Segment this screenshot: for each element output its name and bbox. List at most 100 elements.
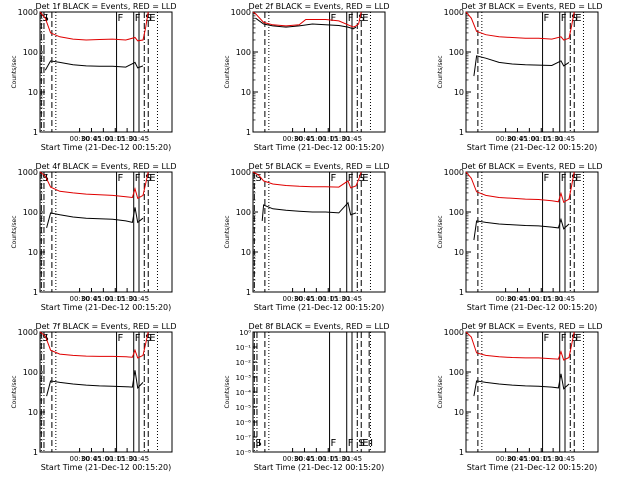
y-tick-label: 1000 xyxy=(18,8,38,17)
x-tick-label: 01:00 xyxy=(519,455,539,463)
event-marker-label: F xyxy=(561,333,567,344)
x-axis-label: Start Time (21-Dec-12 00:15:20) xyxy=(254,303,385,312)
event-marker-label: S xyxy=(145,333,151,344)
y-tick-label: 10 xyxy=(241,88,251,97)
x-tick-label: 01:15 xyxy=(105,455,125,463)
y-tick-label: 100 xyxy=(449,48,464,57)
y-tick-label: 100 xyxy=(23,368,38,377)
x-tick-label: 01:00 xyxy=(306,135,326,143)
panel-6: Det 6f BLACK = Events, RED = LLD 1 10 100 10… xyxy=(437,162,603,312)
panel-2: Det 2f BLACK = Events, RED = LLD 1 10 100 10… xyxy=(224,2,390,152)
y-tick-label: 1 xyxy=(246,128,251,137)
x-tick-label: 01:45 xyxy=(555,455,575,463)
x-tick-label: 01:45 xyxy=(129,135,149,143)
x-axis-label: Start Time (21-Dec-12 00:15:20) xyxy=(254,143,385,152)
y-axis-label: Counts/sec xyxy=(11,375,18,408)
y-tick-label: 1 xyxy=(459,288,464,297)
plot-frame xyxy=(465,171,599,293)
event-marker-label: F xyxy=(348,173,354,184)
x-tick-label: 01:15 xyxy=(105,295,125,303)
y-tick-label: 10 xyxy=(28,88,38,97)
series-line-events xyxy=(261,201,357,221)
y-axis-label: Counts/sec xyxy=(11,55,18,88)
y-tick-label: 1 xyxy=(33,128,38,137)
y-tick-label: 10⁰ xyxy=(239,329,251,337)
y-axis-label: Counts/sec xyxy=(224,215,231,248)
event-marker-label: F xyxy=(118,173,124,184)
y-tick-label: 10⁻³ xyxy=(236,374,252,382)
x-tick-label: 01:00 xyxy=(306,295,326,303)
y-tick-label: 1 xyxy=(246,288,251,297)
series-line-lld xyxy=(39,171,149,200)
x-tick-label: 01:30 xyxy=(543,295,563,303)
series-line-lld xyxy=(252,11,362,28)
x-axis-label: Start Time (21-Dec-12 00:15:20) xyxy=(254,463,385,472)
event-marker-label: S xyxy=(145,13,151,24)
series-line-events xyxy=(473,217,570,241)
plot-frame xyxy=(39,171,173,293)
panel-title: Det 6f BLACK = Events, RED = LLD xyxy=(461,162,602,171)
event-marker-label: F xyxy=(135,173,141,184)
x-tick-label: 01:30 xyxy=(117,135,137,143)
y-tick-label: 1000 xyxy=(18,168,38,177)
event-marker-label: F xyxy=(348,438,354,449)
plot-frame xyxy=(252,11,386,133)
x-tick-label: 01:30 xyxy=(330,455,350,463)
series-line-events xyxy=(44,60,144,71)
panel-title: Det 5f BLACK = Events, RED = LLD xyxy=(248,162,389,171)
x-axis-label: Start Time (21-Dec-12 00:15:20) xyxy=(467,143,598,152)
panel-7: Det 7f BLACK = Events, RED = LLD 1 10 100 10… xyxy=(11,322,177,472)
y-tick-label: 1 xyxy=(33,288,38,297)
x-tick-label: 00:45 xyxy=(81,135,101,143)
event-marker-label: S xyxy=(358,13,364,24)
event-marker-label: S xyxy=(571,173,577,184)
x-tick-label: 01:00 xyxy=(519,295,539,303)
x-axis-label: Start Time (21-Dec-12 00:15:20) xyxy=(41,303,172,312)
event-marker-label: F xyxy=(544,333,550,344)
series-line-events xyxy=(46,370,144,397)
x-axis-label: Start Time (21-Dec-12 00:15:20) xyxy=(41,463,172,472)
y-tick-label: 100 xyxy=(449,208,464,217)
y-tick-label: 1 xyxy=(33,448,38,457)
y-tick-label: 1000 xyxy=(444,328,464,337)
event-marker-label: S xyxy=(42,173,48,184)
event-marker-label: F xyxy=(331,13,337,24)
y-tick-label: 100 xyxy=(449,368,464,377)
event-marker-label: I xyxy=(370,438,373,449)
event-marker-label: S xyxy=(145,173,151,184)
plot-frame xyxy=(39,331,173,453)
panel-9: Det 9f BLACK = Events, RED = LLD 1 10 100 10… xyxy=(437,322,603,472)
x-tick-label: 00:30 xyxy=(496,135,516,143)
event-marker-label: E xyxy=(575,13,581,24)
x-axis-label: Start Time (21-Dec-12 00:15:20) xyxy=(41,143,172,152)
panel-title: Det 2f BLACK = Events, RED = LLD xyxy=(248,2,389,11)
event-marker-label: F xyxy=(561,13,567,24)
panel-title: Det 3f BLACK = Events, RED = LLD xyxy=(461,2,602,11)
y-tick-label: 100 xyxy=(23,48,38,57)
y-tick-label: 1 xyxy=(459,448,464,457)
x-tick-label: 01:15 xyxy=(531,295,551,303)
x-tick-label: 01:30 xyxy=(330,135,350,143)
x-tick-label: 01:45 xyxy=(129,295,149,303)
y-axis-label: Counts/sec xyxy=(224,55,231,88)
event-marker-label: F xyxy=(544,13,550,24)
y-tick-label: 1000 xyxy=(444,8,464,17)
x-tick-label: 01:45 xyxy=(342,135,362,143)
series-line-lld xyxy=(465,331,575,361)
y-tick-label: 1000 xyxy=(18,328,38,337)
y-tick-label: 10⁻⁷ xyxy=(236,434,252,442)
panel-title: Det 8f BLACK = Events, RED = LLD xyxy=(248,322,389,331)
x-tick-label: 01:00 xyxy=(93,135,113,143)
x-tick-label: 00:45 xyxy=(81,295,101,303)
panel-4: Det 4f BLACK = Events, RED = LLD 1 10 100 10… xyxy=(11,162,177,312)
plot-frame xyxy=(252,171,386,293)
x-tick-label: 01:15 xyxy=(318,455,338,463)
series-line-events xyxy=(473,55,570,77)
plot-frame xyxy=(465,331,599,453)
x-tick-label: 01:15 xyxy=(318,135,338,143)
x-axis-label: Start Time (21-Dec-12 00:15:20) xyxy=(467,463,598,472)
y-axis-label: Counts/sec xyxy=(437,55,444,88)
event-marker-label: F xyxy=(331,173,337,184)
y-axis-label: Counts/sec xyxy=(437,215,444,248)
y-tick-label: 1000 xyxy=(231,8,251,17)
